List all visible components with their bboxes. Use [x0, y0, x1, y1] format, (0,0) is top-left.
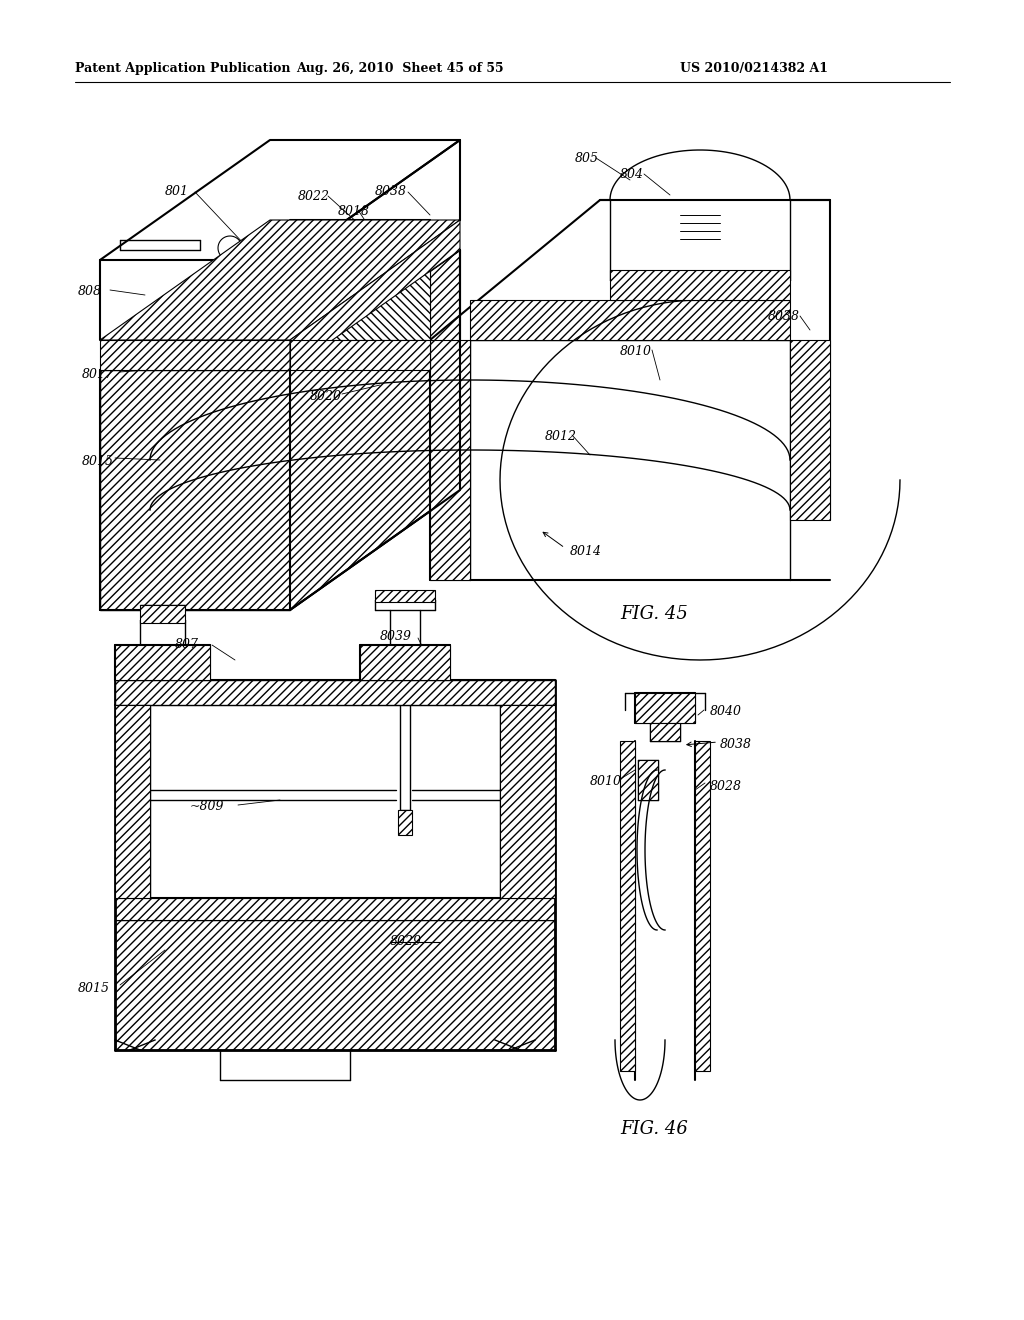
Bar: [650, 723, 680, 741]
Polygon shape: [290, 220, 430, 341]
Text: 8022: 8022: [298, 190, 330, 203]
Text: 8038: 8038: [375, 185, 407, 198]
Text: 8038: 8038: [768, 310, 800, 323]
Polygon shape: [100, 249, 460, 370]
Text: 8012: 8012: [545, 430, 577, 444]
Polygon shape: [610, 271, 790, 300]
Text: 801: 801: [165, 185, 189, 198]
Text: 8029: 8029: [390, 935, 422, 948]
Polygon shape: [100, 341, 290, 370]
Text: Patent Application Publication: Patent Application Publication: [75, 62, 291, 75]
Text: US 2010/0214382 A1: US 2010/0214382 A1: [680, 62, 828, 75]
Bar: [620, 741, 635, 1071]
Bar: [375, 590, 435, 602]
Polygon shape: [470, 300, 790, 341]
Text: 807: 807: [175, 638, 199, 651]
Polygon shape: [790, 341, 830, 520]
Text: 8038: 8038: [720, 738, 752, 751]
Text: 8028: 8028: [710, 780, 742, 793]
Bar: [115, 898, 555, 920]
Text: FIG. 46: FIG. 46: [620, 1119, 688, 1138]
Bar: [115, 920, 555, 1049]
Text: 8010: 8010: [620, 345, 652, 358]
Text: 804: 804: [620, 168, 644, 181]
Bar: [695, 741, 710, 1071]
Text: 8039: 8039: [380, 630, 412, 643]
Polygon shape: [430, 341, 470, 579]
Bar: [635, 693, 695, 723]
Polygon shape: [290, 249, 460, 610]
Text: Aug. 26, 2010  Sheet 45 of 55: Aug. 26, 2010 Sheet 45 of 55: [296, 62, 504, 75]
Text: FIG. 45: FIG. 45: [620, 605, 688, 623]
Bar: [398, 810, 412, 836]
Text: 808: 808: [78, 285, 102, 298]
Bar: [115, 645, 210, 680]
Bar: [140, 605, 185, 623]
Bar: [360, 645, 450, 680]
Text: 8010: 8010: [590, 775, 622, 788]
Polygon shape: [290, 341, 430, 370]
Text: 8014: 8014: [570, 545, 602, 558]
Text: 8040: 8040: [710, 705, 742, 718]
Text: 8015: 8015: [78, 982, 110, 995]
Bar: [500, 705, 555, 898]
Bar: [115, 705, 150, 898]
Text: 8019: 8019: [340, 360, 372, 374]
Text: 8018: 8018: [338, 205, 370, 218]
Bar: [115, 680, 555, 705]
Polygon shape: [100, 220, 460, 341]
Text: 8015: 8015: [82, 455, 114, 469]
Text: 805: 805: [575, 152, 599, 165]
Text: 8020: 8020: [310, 389, 342, 403]
Text: 809: 809: [115, 345, 139, 358]
Polygon shape: [100, 370, 290, 610]
Polygon shape: [290, 220, 460, 370]
Text: 8017: 8017: [82, 368, 114, 381]
Bar: [638, 760, 658, 800]
Text: ~809: ~809: [190, 800, 224, 813]
